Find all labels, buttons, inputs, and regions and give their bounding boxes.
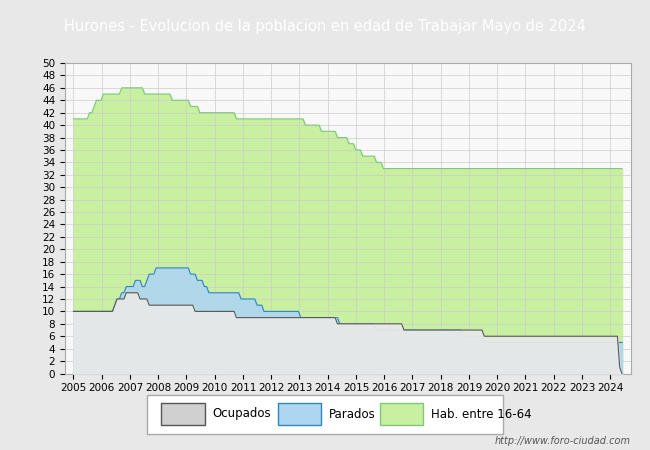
Text: Hab. entre 16-64: Hab. entre 16-64 [430,408,531,420]
FancyBboxPatch shape [278,403,321,425]
FancyBboxPatch shape [147,395,503,434]
Text: foro-ciudad.com: foro-ciudad.com [233,206,463,230]
Text: Parados: Parados [329,408,376,420]
FancyBboxPatch shape [380,403,423,425]
Text: Ocupados: Ocupados [212,408,271,420]
Text: http://www.foro-ciudad.com: http://www.foro-ciudad.com [495,436,630,446]
FancyBboxPatch shape [161,403,205,425]
Text: Hurones - Evolucion de la poblacion en edad de Trabajar Mayo de 2024: Hurones - Evolucion de la poblacion en e… [64,19,586,35]
